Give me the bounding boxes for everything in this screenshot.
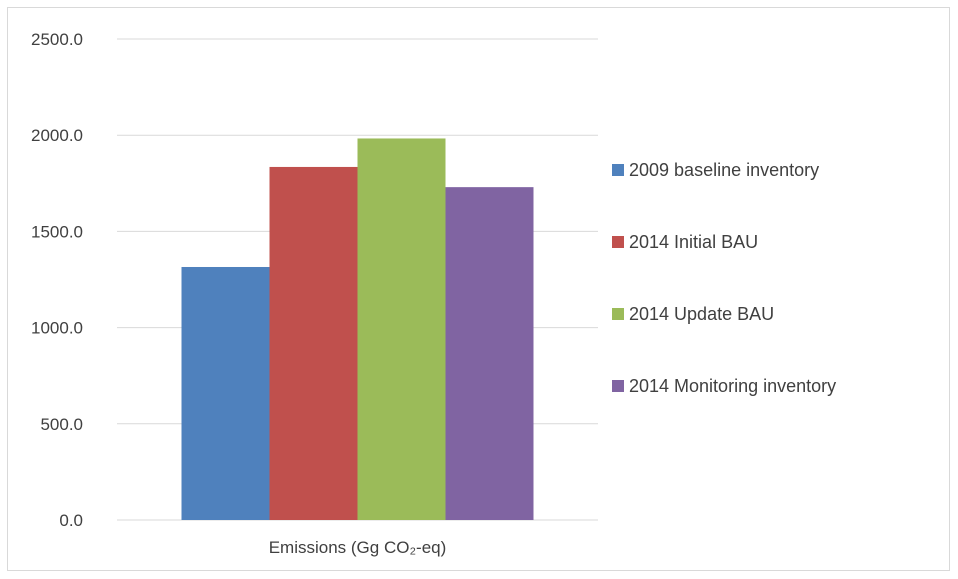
y-tick-label: 1500.0 <box>31 222 83 241</box>
legend-swatch <box>612 308 624 320</box>
y-tick-label: 0.0 <box>59 511 83 530</box>
legend-swatch <box>612 164 624 176</box>
legend-swatch <box>612 236 624 248</box>
bar <box>357 138 446 520</box>
y-axis-ticks: 0.0 500.0 1000.0 1500.0 2000.0 2500.0 <box>31 30 83 530</box>
legend-label: 2014 Initial BAU <box>629 232 758 252</box>
y-tick-label: 2500.0 <box>31 30 83 49</box>
bars <box>181 138 534 521</box>
y-tick-label: 1000.0 <box>31 319 83 338</box>
legend: 2009 baseline inventory 2014 Initial BAU 2… <box>612 160 836 396</box>
bar <box>269 166 358 521</box>
legend-swatch <box>612 380 624 392</box>
bar <box>181 266 270 520</box>
x-axis-labels: Emissions (Gg CO₂-eq) <box>269 538 447 557</box>
legend-label: 2014 Update BAU <box>629 304 774 324</box>
bar <box>445 187 534 520</box>
legend-label: 2009 baseline inventory <box>629 160 819 180</box>
legend-label: 2014 Monitoring inventory <box>629 376 836 396</box>
y-tick-label: 2000.0 <box>31 126 83 145</box>
y-tick-label: 500.0 <box>40 415 83 434</box>
x-category-label: Emissions (Gg CO₂-eq) <box>269 538 447 557</box>
